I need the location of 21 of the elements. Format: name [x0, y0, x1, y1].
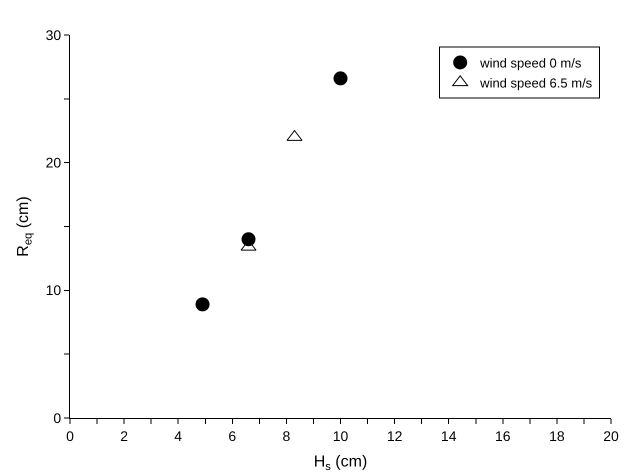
y-tick-label: 20 — [46, 154, 62, 171]
y-tick-label: 0 — [53, 410, 62, 426]
x-tick-label: 6 — [228, 428, 236, 444]
x-tick-label: 8 — [282, 428, 290, 444]
x-tick-label: 14 — [440, 428, 457, 444]
x-tick-label: 18 — [549, 428, 565, 444]
y-tick-label: 30 — [46, 26, 62, 43]
x-tick-label: 4 — [174, 428, 182, 444]
x-axis-title: H$_{s}$ (cm) — [314, 454, 368, 473]
x-tick-label: 16 — [495, 428, 511, 444]
y-tick-label: 10 — [46, 282, 62, 298]
point — [334, 71, 348, 86]
x-tick-label: 12 — [386, 428, 403, 444]
x-tick-label: 2 — [120, 428, 128, 444]
x-tick-label: 20 — [603, 428, 619, 444]
legend-label: wind speed 0 m/s — [479, 56, 582, 71]
point — [242, 232, 256, 246]
point — [196, 297, 210, 312]
x-tick-label: 10 — [332, 428, 348, 444]
legend-label: wind speed 6.5 m/s — [479, 75, 593, 90]
x-tick-label: 0 — [66, 428, 74, 444]
